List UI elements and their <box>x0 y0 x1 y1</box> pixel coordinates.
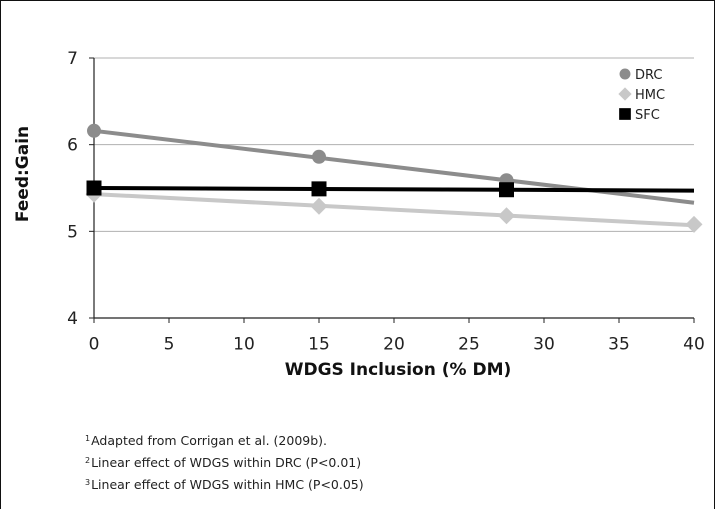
footnote-1: 1Adapted from Corrigan et al. (2009b). <box>85 429 364 451</box>
legend-drc-label: DRC <box>635 68 662 83</box>
sfc-point <box>499 182 514 198</box>
footnote-text: Linear effect of WDGS within DRC (P<0.01… <box>91 455 362 470</box>
legend-hmc-label: HMC <box>635 88 665 103</box>
footnotes: 1Adapted from Corrigan et al. (2009b). 2… <box>85 429 364 495</box>
series-lines <box>93 128 695 228</box>
x-tick-label: 35 <box>608 335 630 355</box>
legend-drc-marker <box>619 68 631 80</box>
footnote-3: 3Linear effect of WDGS within HMC (P<0.0… <box>85 473 364 495</box>
hmc-point <box>498 207 515 225</box>
hmc-point <box>310 197 328 215</box>
hmc-point <box>685 215 703 233</box>
sfc-trend-line <box>93 186 695 193</box>
x-tick-labels: 0 5 10 15 20 25 30 35 40 <box>89 335 705 355</box>
hmc-trend-line <box>93 192 695 228</box>
x-tick-label: 20 <box>383 335 405 355</box>
legend-sfc-marker <box>619 108 631 120</box>
footnote-text: Linear effect of WDGS within HMC (P<0.05… <box>91 477 364 492</box>
legend-sfc-label: SFC <box>635 108 660 123</box>
y-tick-labels: 4 5 6 7 <box>67 49 78 329</box>
drc-point <box>87 123 101 138</box>
x-tick-label: 30 <box>533 335 555 355</box>
footnote-2: 2Linear effect of WDGS within DRC (P<0.0… <box>85 451 364 473</box>
y-tick-label: 6 <box>67 136 78 156</box>
y-tick-label: 5 <box>67 222 78 242</box>
x-tick-label: 15 <box>308 335 330 355</box>
sfc-point <box>86 180 102 196</box>
x-tick-label: 0 <box>89 335 100 355</box>
legend: DRC HMC SFC <box>618 68 665 123</box>
x-axis-title: WDGS Inclusion (% DM) <box>285 360 512 380</box>
y-tick-label: 4 <box>67 309 78 329</box>
x-tick-label: 10 <box>233 335 255 355</box>
drc-point <box>312 149 326 164</box>
legend-hmc-marker <box>618 87 632 101</box>
footnote-mark: 3 <box>85 478 91 487</box>
series-markers <box>85 123 703 233</box>
gridlines <box>94 57 694 232</box>
footnote-mark: 2 <box>85 456 91 465</box>
footnote-mark: 1 <box>85 434 91 443</box>
sfc-point <box>311 181 327 197</box>
y-tick-label: 7 <box>67 49 78 69</box>
x-tick-label: 40 <box>683 335 705 355</box>
x-tick-label: 25 <box>458 335 480 355</box>
x-tick-label: 5 <box>164 335 175 355</box>
y-axis-title: Feed:Gain <box>13 126 33 222</box>
footnote-text: Adapted from Corrigan et al. (2009b). <box>91 433 328 448</box>
